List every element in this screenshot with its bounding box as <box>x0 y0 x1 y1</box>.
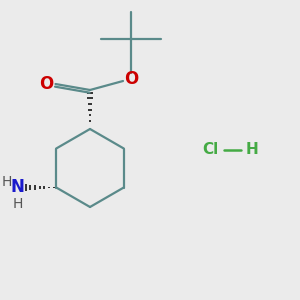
Text: O: O <box>39 75 53 93</box>
Text: N: N <box>11 178 25 196</box>
Text: O: O <box>124 70 139 88</box>
Text: Cl: Cl <box>202 142 218 158</box>
Text: H: H <box>246 142 258 158</box>
Text: H: H <box>13 197 23 211</box>
Text: H: H <box>2 175 12 189</box>
